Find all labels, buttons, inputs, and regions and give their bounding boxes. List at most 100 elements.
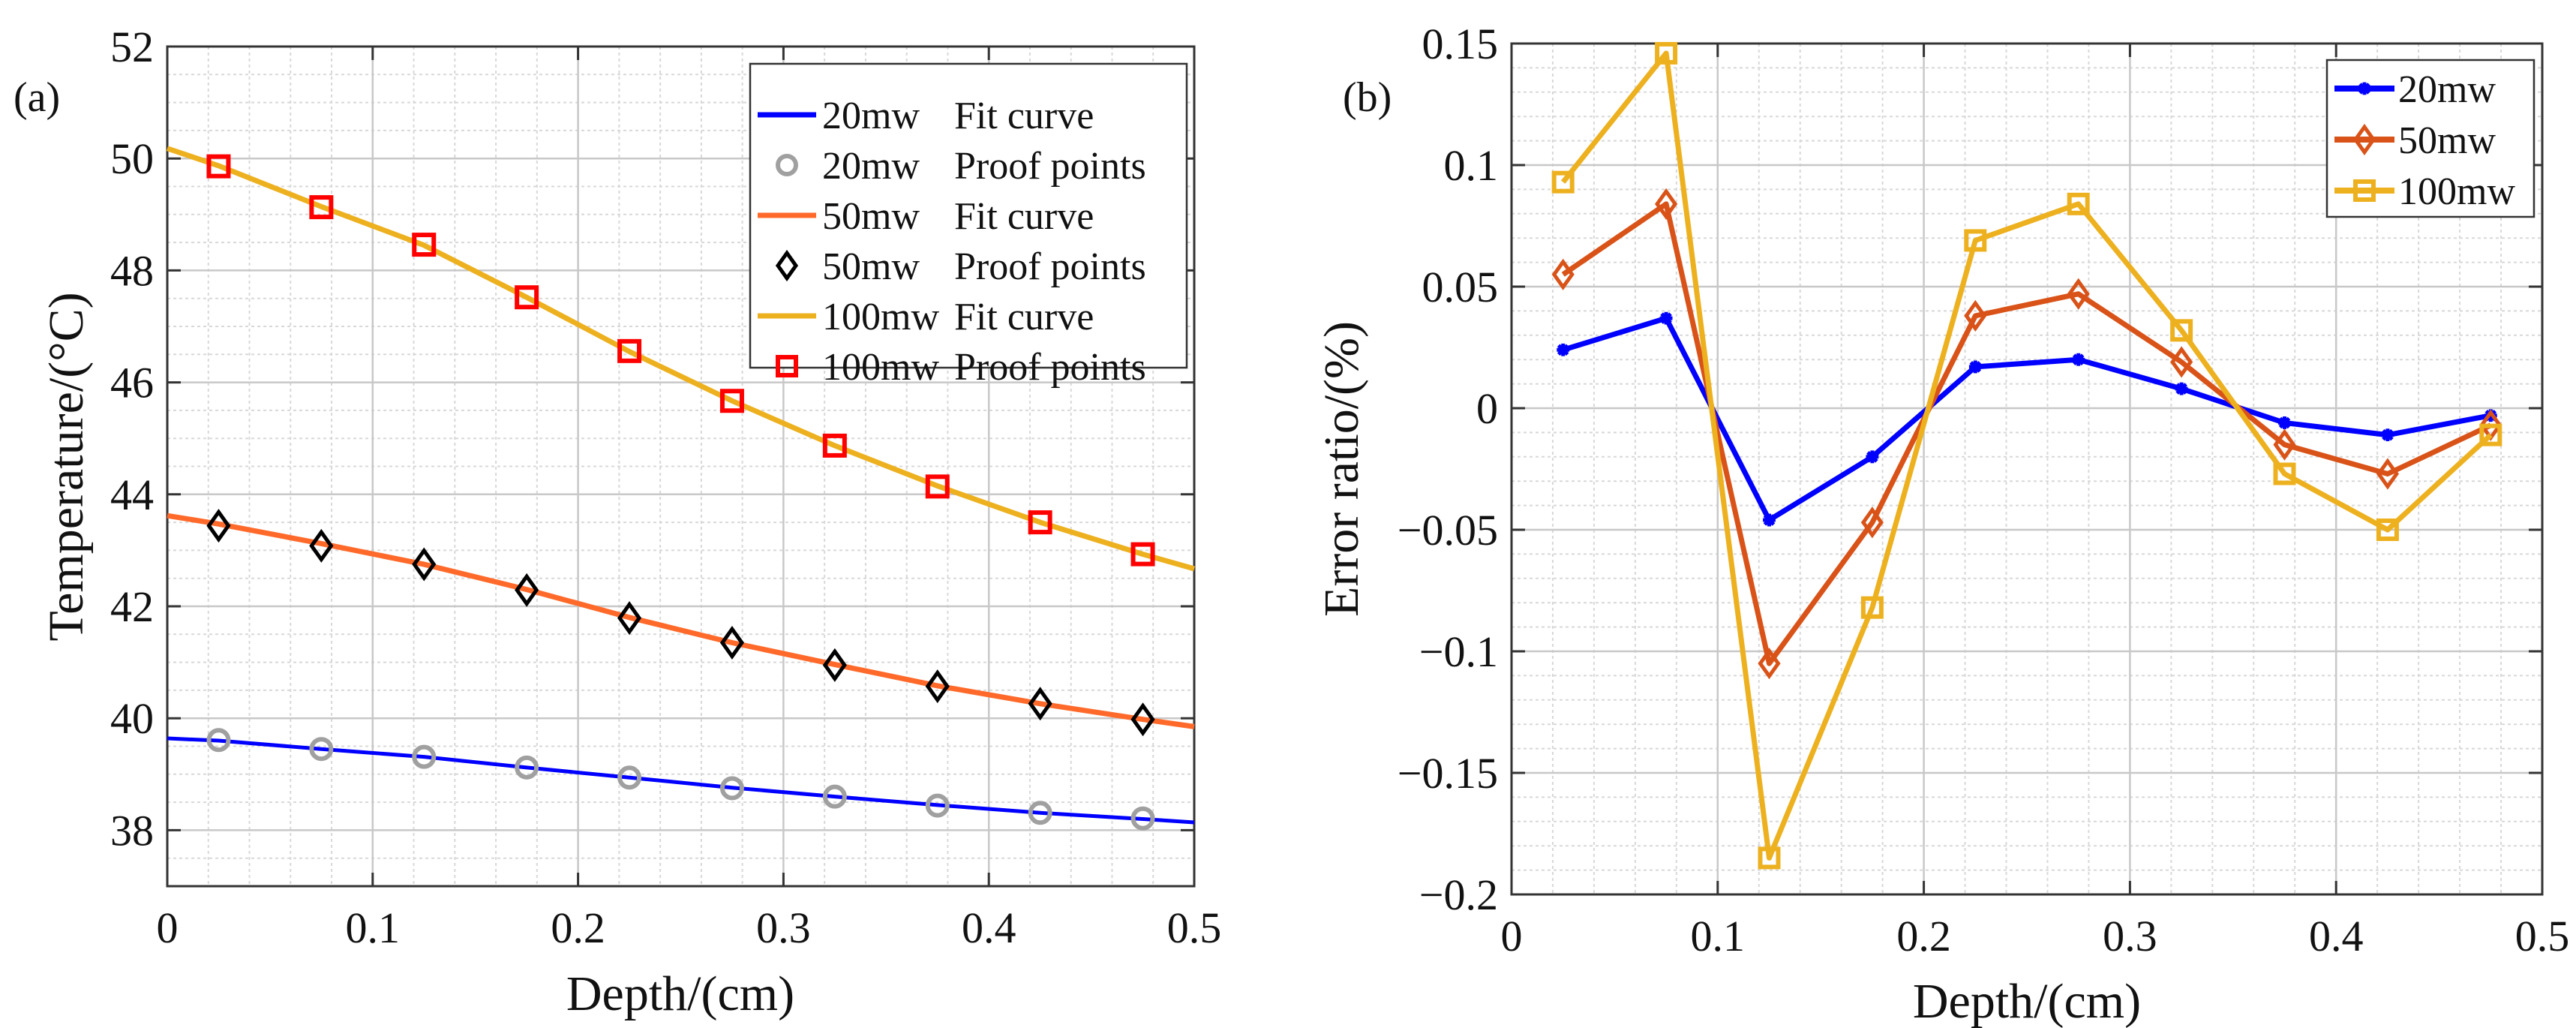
- proof-point-20mw: [1028, 801, 1052, 825]
- y-tick-label: 40: [110, 694, 154, 743]
- x-tick-label: 0: [157, 903, 179, 952]
- proof-point-50mw: [1130, 702, 1155, 737]
- data-point-100mw: [1655, 41, 1678, 65]
- x-tick-label: 0.1: [346, 903, 401, 952]
- data-point-50mw: [1655, 188, 1678, 220]
- data-point-20mw: [2278, 416, 2291, 429]
- x-tick-label: 0.5: [1167, 903, 1222, 952]
- proof-point-50mw: [617, 601, 642, 636]
- fit-curve-20mw: [167, 736, 1195, 825]
- proof-point-20mw: [206, 728, 231, 753]
- legend-marker-50mw: [2352, 123, 2376, 156]
- x-tick-label: 0.4: [962, 903, 1016, 952]
- y-tick-label: −0.15: [1398, 749, 1498, 798]
- series-100mw: [1551, 41, 2502, 870]
- data-point-100mw: [2170, 319, 2193, 342]
- legend-entry-label: Proof points: [954, 245, 1146, 288]
- proof-point-100mw: [925, 474, 950, 499]
- data-point-50mw: [1551, 258, 1575, 290]
- legend-marker-100mw: [2353, 179, 2376, 202]
- y-axis-label-a: Temperature/(°C): [39, 292, 94, 641]
- data-point-50mw: [2170, 346, 2193, 378]
- y-tick-label: 48: [110, 246, 154, 295]
- y-tick-label: 0.1: [1444, 141, 1499, 190]
- x-tick-label: 0.2: [1896, 912, 1951, 960]
- y-tick-label: −0.2: [1419, 870, 1498, 919]
- legend-entry-label: Fit curve: [954, 296, 1094, 338]
- fit-curve-100mw: [166, 146, 1195, 572]
- data-point-20mw: [2175, 382, 2188, 395]
- x-tick-label: 0.5: [2515, 912, 2570, 960]
- data-point-100mw: [1860, 596, 1884, 619]
- legend-series-name: 50mw: [822, 245, 920, 288]
- legend-series-name: 20mw: [822, 95, 920, 137]
- proof-point-50mw: [822, 648, 847, 682]
- proof-point-100mw: [206, 154, 231, 179]
- y-tick-label: 44: [110, 470, 154, 519]
- series-50mw: [1551, 188, 2502, 680]
- proof-point-50mw: [515, 573, 539, 607]
- proof-point-50mw: [309, 528, 334, 563]
- y-tick-label: 46: [110, 359, 154, 407]
- line-50mw: [1561, 201, 2492, 666]
- proof-point-20mw: [515, 755, 539, 780]
- y-tick-label: −0.1: [1419, 627, 1498, 676]
- data-point-20mw: [1866, 450, 1879, 464]
- legend-a: 20mw Fit curve 20mw Proof points 50mw Fit cur…: [749, 62, 1188, 389]
- line-100mw: [1560, 50, 2493, 861]
- legend-frame: [749, 62, 1188, 369]
- legend-series-name: 100mw: [2398, 170, 2515, 213]
- proof-point-100mw: [617, 338, 642, 363]
- legend-series-name: 50mw: [2398, 119, 2496, 162]
- legend-marker-50mw: [775, 249, 799, 282]
- proof-point-100mw: [1130, 542, 1155, 567]
- series-100mw: [166, 146, 1195, 572]
- legend-b: 20mw 50mw 100mw: [2325, 59, 2535, 218]
- plot-area-frame: [166, 45, 1196, 888]
- data-point-20mw: [2381, 428, 2394, 442]
- proof-point-50mw: [925, 669, 950, 704]
- data-point-100mw: [2376, 519, 2399, 541]
- data-point-100mw: [1758, 846, 1781, 870]
- data-point-50mw: [2067, 278, 2090, 310]
- proof-point-20mw: [1130, 806, 1155, 831]
- legend-entry-label: Proof points: [954, 145, 1146, 188]
- legend-marker-20mw: [776, 154, 798, 176]
- y-tick-label: 50: [110, 134, 154, 183]
- legend-series-name: 100mw: [822, 346, 939, 389]
- proof-point-100mw: [822, 433, 847, 458]
- y-tick-label: −0.05: [1398, 506, 1498, 555]
- x-axis-label-a: Depth/(cm): [566, 966, 794, 1021]
- proof-point-50mw: [206, 509, 231, 543]
- proof-point-100mw: [719, 389, 744, 413]
- proof-point-20mw: [617, 765, 642, 790]
- chart-b-error-ratio: (b) Depth/(cm) Error ratio/(%) 0 0.1 0.2 0.…: [1314, 20, 2569, 1028]
- data-point-20mw: [1659, 311, 1673, 325]
- legend-series-name: 100mw: [822, 296, 939, 338]
- proof-point-20mw: [309, 737, 334, 762]
- legend-marker-100mw: [776, 355, 798, 377]
- data-point-50mw: [1964, 299, 1987, 332]
- y-tick-label: 42: [110, 582, 154, 631]
- y-tick-label: 0.05: [1422, 263, 1499, 311]
- data-point-20mw: [1763, 513, 1776, 527]
- x-tick-label: 0.4: [2309, 912, 2364, 960]
- data-point-100mw: [1964, 229, 1987, 252]
- proof-point-50mw: [719, 625, 745, 660]
- data-point-50mw: [1758, 648, 1781, 680]
- fit-curve-50mw: [167, 512, 1195, 729]
- proof-point-100mw: [309, 195, 334, 220]
- legend-entry-label: Fit curve: [954, 195, 1094, 238]
- legend-series-name: 20mw: [822, 145, 920, 188]
- plot-area-frame: [1510, 42, 2544, 896]
- panel-label-b: (b): [1343, 74, 1392, 121]
- series-20mw: [167, 728, 1195, 831]
- data-point-20mw: [1968, 360, 1982, 374]
- y-tick-label: 0.15: [1422, 20, 1499, 68]
- proof-point-100mw: [1028, 510, 1052, 535]
- y-tick-label: 38: [110, 806, 154, 855]
- legend-entry-label: Proof points: [954, 346, 1146, 389]
- proof-point-100mw: [412, 233, 437, 257]
- x-axis-label-b: Depth/(cm): [1913, 974, 2141, 1028]
